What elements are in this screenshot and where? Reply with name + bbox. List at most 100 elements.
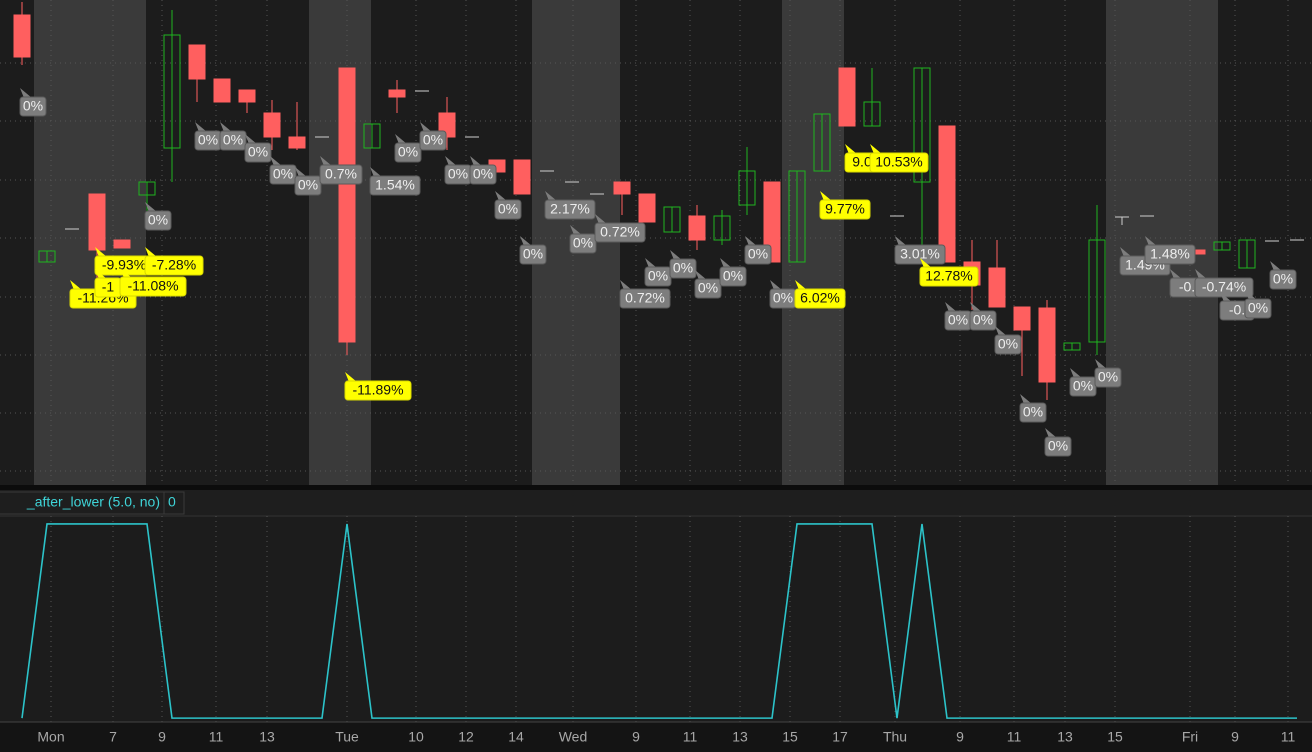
annotation-text: 0% xyxy=(773,290,793,306)
candle-body xyxy=(238,89,256,103)
candle-body xyxy=(638,193,656,223)
annotation-text: 10.53% xyxy=(875,154,922,170)
annotation-text: -11.08% xyxy=(127,278,178,294)
annotation-text: 1.54% xyxy=(375,177,415,193)
annotation-pointer xyxy=(1095,359,1107,369)
x-tick-label: 11 xyxy=(1281,729,1296,745)
indicator-header xyxy=(0,490,1312,516)
annotation-text: 0% xyxy=(498,201,518,217)
annotation-text: 0% xyxy=(523,246,543,262)
candle-body xyxy=(1038,307,1056,383)
annotation: 12.78% xyxy=(919,258,979,287)
annotation-box xyxy=(369,175,421,196)
annotation: 0% xyxy=(969,302,997,331)
candle-body xyxy=(38,250,56,263)
annotation-text: 0% xyxy=(573,235,593,251)
annotation-box xyxy=(819,199,871,220)
annotation-box xyxy=(519,244,547,265)
annotation: 0% xyxy=(1244,290,1272,319)
annotation-text: 0% xyxy=(723,268,743,284)
annotation-text: -11.89% xyxy=(352,382,403,398)
indicator-value: 0 xyxy=(168,494,176,510)
annotation: 0% xyxy=(519,236,547,265)
candle-body xyxy=(263,112,281,138)
x-tick-label: 9 xyxy=(158,729,166,745)
annotation-pointer xyxy=(195,122,207,132)
annotation-text: 6.02% xyxy=(800,290,840,306)
annotation-text: 1.48% xyxy=(1150,246,1190,262)
annotation-pointer xyxy=(645,258,657,268)
annotation-pointer xyxy=(1070,368,1082,378)
annotation-box xyxy=(419,130,447,151)
annotation: 0% xyxy=(244,134,272,163)
x-tick-label: 13 xyxy=(259,729,275,745)
annotation-box xyxy=(1244,298,1272,319)
annotation-text: 0% xyxy=(248,144,268,160)
annotation-text: 0% xyxy=(998,336,1018,352)
annotation: 0% xyxy=(144,202,172,231)
annotation-box xyxy=(244,142,272,163)
annotation-text: -0.74% xyxy=(1202,279,1246,295)
annotation-text: -0. xyxy=(1179,279,1195,295)
annotation-pointer xyxy=(1045,428,1057,438)
annotation-text: 9.77% xyxy=(825,201,865,217)
indicator-value-box xyxy=(163,491,185,515)
annotation-pointer xyxy=(970,302,982,312)
candle-body xyxy=(913,67,931,183)
annotation-box xyxy=(694,278,722,299)
annotation-text: 3.01% xyxy=(900,246,940,262)
annotation-box xyxy=(19,96,47,117)
annotation-text: -0. xyxy=(1229,302,1245,318)
annotation-box xyxy=(1019,402,1047,423)
annotation-text: 0.72% xyxy=(600,224,640,240)
annotation-text: -7.28% xyxy=(152,257,196,273)
annotation-text: 0% xyxy=(1248,300,1268,316)
x-tick-label: Mon xyxy=(37,729,64,745)
annotation: 0% xyxy=(19,88,47,117)
x-tick-label: 11 xyxy=(683,729,698,745)
annotation-pointer xyxy=(70,280,82,290)
annotation: 0.72% xyxy=(619,280,671,309)
x-tick-label: 17 xyxy=(832,729,848,745)
annotation-pointer xyxy=(670,250,682,260)
annotation-pointer xyxy=(1170,269,1182,279)
annotation-pointer xyxy=(545,191,557,201)
candle-body xyxy=(763,181,781,263)
candle-body xyxy=(88,193,106,251)
annotation-pointer xyxy=(120,268,132,278)
annotation-pointer xyxy=(1220,292,1232,302)
annotation-pointer xyxy=(845,144,857,154)
annotation-box xyxy=(794,288,846,309)
annotation: 3.01% xyxy=(894,236,946,265)
annotation-text: 0% xyxy=(23,98,43,114)
candle-body xyxy=(113,239,131,249)
annotation: 0% xyxy=(719,258,747,287)
x-tick-label: 13 xyxy=(732,729,748,745)
annotation: 0% xyxy=(669,250,697,279)
annotation: 0.72% xyxy=(594,214,646,243)
x-tick-label: 11 xyxy=(1007,729,1022,745)
x-tick-label: Wed xyxy=(559,729,588,745)
annotation: 0% xyxy=(769,280,797,309)
candle-body xyxy=(863,101,881,127)
candle-body xyxy=(988,267,1006,308)
annotation-text: 0% xyxy=(648,268,668,284)
annotation-text: 12.78% xyxy=(925,268,972,284)
annotation: 0% xyxy=(1269,261,1297,290)
annotation-text: 9.0 xyxy=(852,154,872,170)
annotation-pointer xyxy=(770,280,782,290)
candle-body xyxy=(813,113,831,172)
candle-body xyxy=(513,159,531,195)
x-tick-label: Tue xyxy=(335,729,359,745)
annotation: -1 xyxy=(94,269,122,298)
candle-body xyxy=(1088,239,1106,343)
candle-body xyxy=(1063,342,1081,351)
annotation-box xyxy=(469,164,497,185)
annotation-pointer xyxy=(1245,290,1257,300)
annotation-pointer xyxy=(920,258,932,268)
annotation-box xyxy=(144,255,204,276)
annotation: 1.54% xyxy=(369,167,421,196)
x-tick-label: 14 xyxy=(508,729,524,745)
annotation-box xyxy=(919,266,979,287)
